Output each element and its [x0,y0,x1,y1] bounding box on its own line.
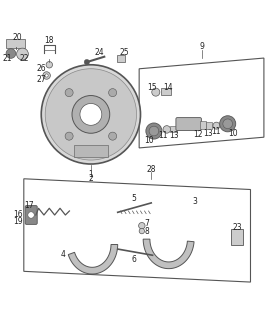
Text: 5: 5 [131,194,136,204]
Circle shape [46,61,52,68]
Text: 2: 2 [88,174,93,183]
Circle shape [72,96,110,133]
FancyBboxPatch shape [231,229,243,245]
Text: 15: 15 [147,83,157,92]
Text: 9: 9 [200,42,205,51]
Circle shape [149,126,159,136]
Circle shape [17,48,28,60]
Polygon shape [143,239,194,269]
Circle shape [139,228,144,234]
Text: 10: 10 [228,129,238,138]
Circle shape [6,49,16,58]
Polygon shape [68,244,118,274]
Text: 24: 24 [94,48,104,57]
Text: 4: 4 [60,250,65,259]
Text: 13: 13 [203,129,213,138]
Text: 19: 19 [13,217,23,226]
FancyBboxPatch shape [6,39,25,48]
Text: 21: 21 [2,53,12,62]
FancyBboxPatch shape [200,121,206,129]
Circle shape [65,132,73,140]
Text: 18: 18 [45,36,54,45]
Circle shape [45,69,137,160]
Text: 16: 16 [13,211,23,220]
FancyBboxPatch shape [117,55,125,61]
Text: 14: 14 [163,83,173,92]
Text: 10: 10 [144,136,153,145]
Text: 27: 27 [36,75,46,84]
Circle shape [80,103,102,125]
Circle shape [109,132,117,140]
Text: 7: 7 [145,219,150,228]
Circle shape [45,74,48,77]
Text: 23: 23 [232,223,242,232]
Text: 22: 22 [20,53,29,62]
Circle shape [28,212,34,218]
Circle shape [146,123,162,139]
Text: 11: 11 [211,127,220,136]
Text: 28: 28 [147,165,156,174]
Text: 26: 26 [36,64,46,73]
Text: 17: 17 [24,201,34,210]
Text: 6: 6 [131,255,136,264]
Circle shape [223,119,233,129]
Circle shape [213,122,220,129]
Circle shape [109,89,117,97]
FancyBboxPatch shape [74,145,107,157]
Text: 8: 8 [145,228,150,236]
FancyBboxPatch shape [176,118,201,131]
Text: 13: 13 [169,131,179,140]
Text: 12: 12 [193,130,203,139]
FancyBboxPatch shape [206,122,212,129]
Circle shape [152,88,160,96]
Text: 20: 20 [12,33,22,43]
Circle shape [65,89,73,97]
FancyBboxPatch shape [25,206,37,224]
Text: 1: 1 [88,170,93,179]
Polygon shape [139,58,264,148]
Circle shape [84,60,89,65]
Text: 3: 3 [193,197,197,206]
FancyBboxPatch shape [161,88,171,95]
Circle shape [43,72,50,79]
Circle shape [139,222,145,229]
FancyBboxPatch shape [170,126,177,132]
Circle shape [163,126,171,133]
Text: 11: 11 [159,131,168,140]
Text: 25: 25 [120,48,129,57]
Polygon shape [24,179,251,282]
Circle shape [220,116,236,132]
Circle shape [41,65,141,164]
